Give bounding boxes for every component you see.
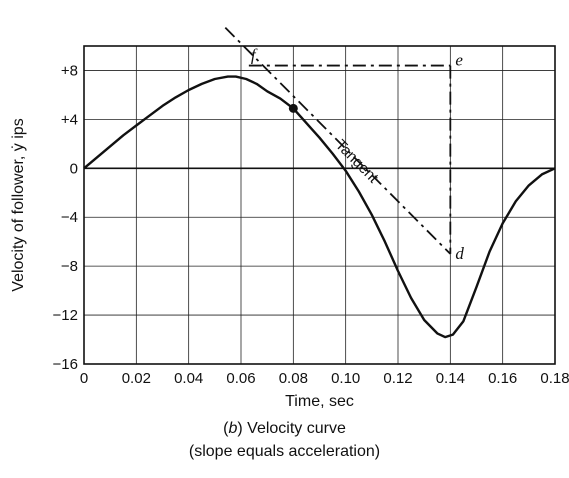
x-tick-label: 0.12	[383, 370, 412, 387]
construction-lines	[224, 27, 452, 255]
series-layer	[83, 75, 556, 339]
point-label-d: d	[455, 244, 464, 263]
grid	[83, 46, 556, 365]
tick-labels: 0 0.02 0.04 0.06 0.08 0.10 0.12 0.14 0.16 0.18 +8 +…	[53, 62, 569, 387]
figure-caption-line-2: (slope equals acceleration)	[188, 443, 381, 460]
x-tick-label: 0.02	[122, 370, 151, 387]
y-tick-label: −12	[53, 307, 78, 324]
y-tick-label: +8	[61, 62, 78, 79]
velocity-curve	[83, 75, 556, 339]
velocity-chart: 0 0.02 0.04 0.06 0.08 0.10 0.12 0.14 0.16 0.18 +8 +…	[10, 27, 569, 410]
x-tick-label: 0.16	[488, 370, 517, 387]
tangent-point	[288, 103, 298, 113]
y-tick-label: −4	[61, 209, 78, 226]
x-tick-label: 0.10	[331, 370, 360, 387]
x-tick-label: 0.06	[226, 370, 255, 387]
tangent-line	[224, 27, 451, 255]
plot-frame	[83, 45, 556, 365]
plot-border	[83, 45, 556, 365]
caption-open: (	[223, 420, 229, 437]
x-tick-label: 0.18	[540, 370, 569, 387]
figure-caption-line-1: (b) Velocity curve	[0, 420, 569, 438]
point-label-f: f	[251, 46, 258, 65]
y-tick-label: −8	[61, 258, 78, 275]
x-axis-title: Time, sec	[285, 393, 354, 410]
y-tick-label: 0	[70, 160, 78, 177]
x-tick-label: 0.04	[174, 370, 203, 387]
caption-title: ) Velocity curve	[237, 420, 346, 437]
caption-part-letter: b	[228, 420, 238, 437]
point-label-e: e	[455, 51, 463, 70]
y-axis-title: Velocity of follower, ẏ ips	[10, 118, 27, 291]
y-tick-label: +4	[61, 111, 78, 128]
x-tick-label: 0	[80, 370, 88, 387]
x-tick-label: 0.08	[279, 370, 308, 387]
y-tick-label: −16	[53, 356, 78, 373]
x-tick-label: 0.14	[436, 370, 465, 387]
